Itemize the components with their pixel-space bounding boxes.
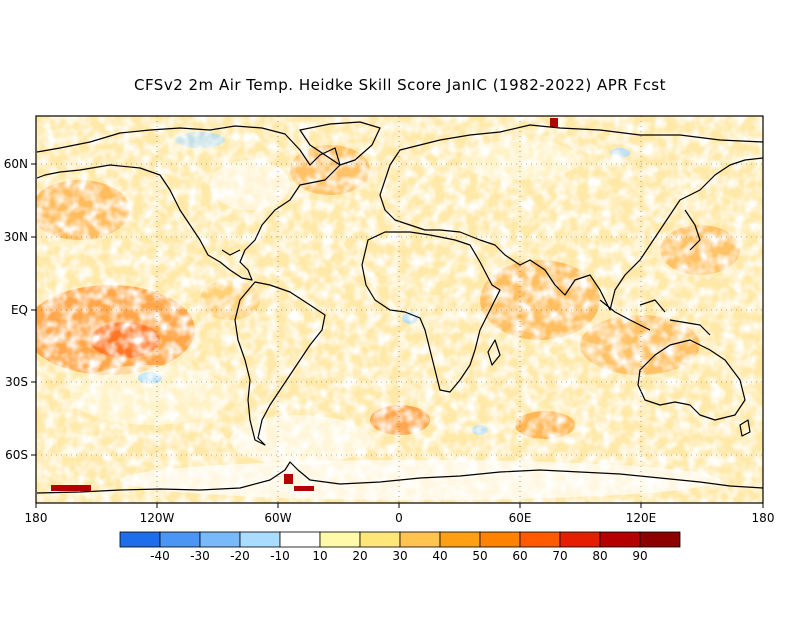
colorbar-swatch (439, 531, 481, 548)
high-score-patch (51, 485, 91, 491)
colorbar-label: 60 (512, 549, 527, 563)
colorbar-swatch (639, 531, 681, 548)
colorbar-label: -30 (190, 549, 210, 563)
colorbar-label: 40 (432, 549, 447, 563)
colorbar-swatch (119, 531, 161, 548)
coastlines (36, 121, 763, 494)
shading-layer (36, 116, 763, 503)
graticule (36, 116, 763, 503)
colorbar-swatch (319, 531, 361, 548)
lon-label: 120E (626, 511, 657, 525)
lon-label: 120W (140, 511, 175, 525)
colorbar-label: 90 (632, 549, 647, 563)
colorbar-label: 50 (472, 549, 487, 563)
high-score-patch (284, 474, 293, 484)
colorbar-label: 10 (312, 549, 327, 563)
colorbar-label: 30 (392, 549, 407, 563)
axis-ticks (31, 163, 764, 508)
colorbar: -40 -30 -20 -10 10 20 30 40 50 60 70 80 90 (119, 531, 681, 563)
colorbar-swatch (239, 531, 281, 548)
colorbar-swatch (519, 531, 561, 548)
lat-labels: 60N 30N EQ 30S 60S (4, 157, 28, 462)
colorbar-label: 70 (552, 549, 567, 563)
lon-label: 60E (509, 511, 532, 525)
colorbar-swatch (359, 531, 401, 548)
colorbar-label: -40 (150, 549, 170, 563)
lon-label: 180 (752, 511, 775, 525)
lat-label: 30S (5, 375, 28, 389)
colorbar-swatch (479, 531, 521, 548)
colorbar-label: -20 (230, 549, 250, 563)
colorbar-swatch (399, 531, 441, 548)
map-title: CFSv2 2m Air Temp. Heidke Skill Score Ja… (133, 76, 667, 94)
colorbar-swatch (599, 531, 641, 548)
colorbar-label: 80 (592, 549, 607, 563)
high-score-patch (550, 118, 558, 127)
colorbar-swatch (159, 531, 201, 548)
lat-label: 30N (4, 230, 28, 244)
colorbar-swatch (279, 531, 321, 548)
lat-label: 60N (4, 157, 28, 171)
lon-label: 180 (25, 511, 48, 525)
lon-label: 60W (264, 511, 291, 525)
colorbar-label: 20 (352, 549, 367, 563)
lon-label: 0 (395, 511, 403, 525)
lat-label: 60S (5, 448, 28, 462)
colorbar-label: -10 (270, 549, 290, 563)
colorbar-swatch (559, 531, 601, 548)
lat-label: EQ (11, 303, 28, 317)
high-score-patch (294, 486, 314, 491)
colorbar-swatch (199, 531, 241, 548)
lon-labels: 180 120W 60W 0 60E 120E 180 (25, 511, 775, 525)
